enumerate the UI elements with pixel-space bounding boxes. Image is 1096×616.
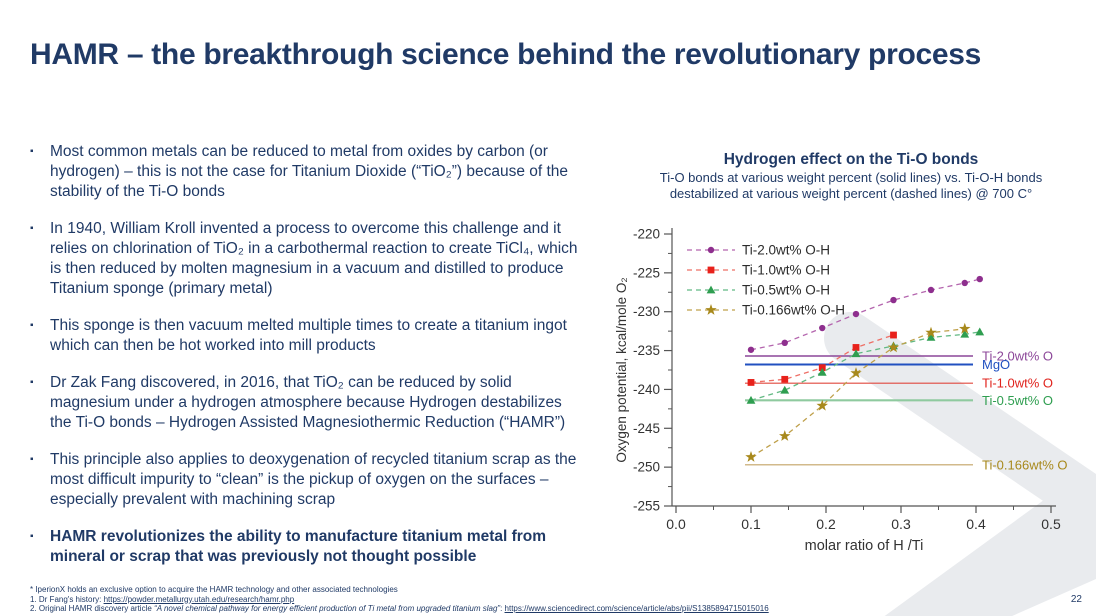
legend-marker (707, 246, 715, 254)
y-tick-label: -225 (633, 265, 660, 280)
series-marker (747, 379, 755, 386)
series-marker (747, 346, 755, 353)
reference-line-label: Ti-0.166wt% O (982, 457, 1068, 472)
footnote-text: 1. Dr Fang's history: (30, 594, 104, 604)
series-marker (890, 296, 897, 304)
footnote-text: : (500, 604, 505, 613)
x-tick-label: 0.0 (666, 516, 686, 532)
series-marker (890, 331, 897, 339)
legend-marker (706, 285, 716, 294)
series-marker (779, 430, 791, 441)
bullet-item: ▪ In 1940, William Kroll invented a proce… (30, 219, 578, 299)
series-marker (780, 385, 790, 394)
series-marker (975, 327, 985, 336)
reference-line-label: Ti-0.5wt% O (982, 393, 1053, 408)
slide-title: HAMR – the breakthrough science behind t… (30, 38, 982, 71)
bullet-marker: ▪ (30, 146, 34, 157)
series-marker (887, 341, 900, 353)
bullet-marker: ▪ (30, 377, 34, 388)
x-tick-label: 0.5 (1041, 516, 1061, 532)
legend-marker (705, 304, 717, 315)
bullet-text: This principle also applies to deoxygena… (50, 451, 577, 508)
chart-title: Hydrogen effect on the Ti-O bonds (723, 151, 979, 168)
footnote-link[interactable]: https://powder.metallurgy.utah.edu/resea… (103, 594, 295, 604)
bullet-item: ▪ This principle also applies to deoxygen… (30, 450, 578, 510)
chart-subtitle-line-2: destabilized at various weight percent (… (669, 186, 1033, 201)
series-marker (927, 286, 935, 294)
y-tick-label: -230 (633, 304, 660, 319)
reference-line-label: MgO (982, 357, 1010, 372)
series-marker (926, 332, 936, 341)
y-tick-label: -235 (633, 343, 660, 358)
y-tick-label: -255 (633, 499, 660, 514)
footnote-line: * IperionX holds an exclusive option to … (30, 585, 1070, 595)
bullet-marker: ▪ (30, 531, 34, 542)
bullet-item: ▪ HAMR revolutionizes the ability to manu… (30, 527, 578, 567)
ti-o-chart-svg: -220 -225 -230 -235 -240 -245 -250 -255 0.0 0.1 0.… (614, 227, 1068, 555)
bullet-marker: ▪ (30, 454, 34, 465)
bullet-item: ▪ Dr Zak Fang discovered, in 2016, that T… (30, 373, 578, 433)
bullet-item: ▪ This sponge is then vacuum melted multi… (30, 316, 578, 356)
series-marker (781, 339, 788, 346)
x-axis-label: molar ratio of H /Ti (805, 538, 924, 554)
reference-line-label: Ti-1.0wt% O (982, 376, 1053, 391)
bullet-text: Most common metals can be reduced to met… (50, 143, 569, 200)
bullet-text: Dr Zak Fang discovered, in 2016, that Ti… (50, 374, 566, 431)
footnote-line: 1. Dr Fang's history: https://powder.met… (30, 595, 1070, 605)
series-marker (850, 367, 862, 378)
bullet-marker: ▪ (30, 223, 34, 234)
y-tick-label: -250 (633, 460, 660, 475)
series-line (750, 278, 980, 351)
chart-panel: Hydrogen effect on the Ti-O bonds Ti-O b… (612, 150, 1096, 570)
series-marker (976, 275, 983, 283)
footnote-text: * IperionX holds an exclusive option to … (30, 585, 398, 594)
footnote-text: 2. Original HAMR discovery article (30, 604, 155, 613)
reference-line-label: Ti-2.0wt% O (982, 349, 1053, 364)
footnote-text: “A novel chemical pathway for energy eff… (154, 604, 501, 613)
series-marker (817, 367, 827, 376)
series-marker (852, 344, 860, 351)
series-marker (852, 310, 860, 318)
bullet-item: ▪ Most common metals can be reduced to me… (30, 142, 578, 202)
series-line (750, 331, 980, 401)
x-tick-label: 0.2 (816, 516, 836, 532)
bullet-marker: ▪ (30, 320, 34, 331)
series-marker (961, 279, 968, 287)
y-tick-label: -220 (633, 227, 660, 242)
x-tick-label: 0.4 (966, 516, 986, 532)
bullet-text: This sponge is then vacuum melted multip… (50, 317, 567, 354)
series-marker (960, 329, 970, 338)
legend-label: Ti-1.0wt% O-H (742, 263, 830, 278)
series-marker (818, 364, 826, 372)
legend-label: Ti-2.0wt% O-H (742, 243, 830, 258)
y-tick-label: -245 (633, 421, 660, 436)
series-marker (925, 326, 937, 338)
bullet-list: ▪ Most common metals can be reduced to me… (30, 142, 578, 584)
series-marker (959, 322, 971, 334)
page-number: 22 (1070, 594, 1082, 605)
series-marker (819, 324, 826, 332)
y-tick-label: -240 (633, 382, 660, 397)
series-marker (781, 375, 789, 383)
footnotes: * IperionX holds an exclusive option to … (30, 585, 1070, 614)
footnote-link[interactable]: https://www.sciencedirect.com/science/ar… (504, 604, 769, 613)
y-axis-label: Oxygen potential, kcal/mole O₂ (614, 277, 629, 462)
legend-marker (707, 266, 715, 274)
bullet-text: In 1940, William Kroll invented a proces… (50, 220, 578, 297)
legend-label: Ti-0.166wt% O-H (742, 303, 845, 318)
footnote-line: 2. Original HAMR discovery article “A no… (30, 604, 1070, 614)
series-marker (746, 395, 756, 404)
bullet-text: HAMR revolutionizes the ability to manuf… (50, 528, 547, 565)
x-tick-label: 0.3 (891, 516, 911, 532)
legend-label: Ti-0.5wt% O-H (742, 283, 830, 298)
series-marker (851, 349, 861, 358)
series-marker (745, 451, 757, 462)
x-tick-label: 0.1 (741, 516, 761, 532)
chart-subtitle: Ti-O bonds at various weight percent (so… (612, 170, 1090, 202)
series-marker (816, 399, 828, 411)
chart-subtitle-line-1: Ti-O bonds at various weight percent (so… (659, 170, 1043, 185)
